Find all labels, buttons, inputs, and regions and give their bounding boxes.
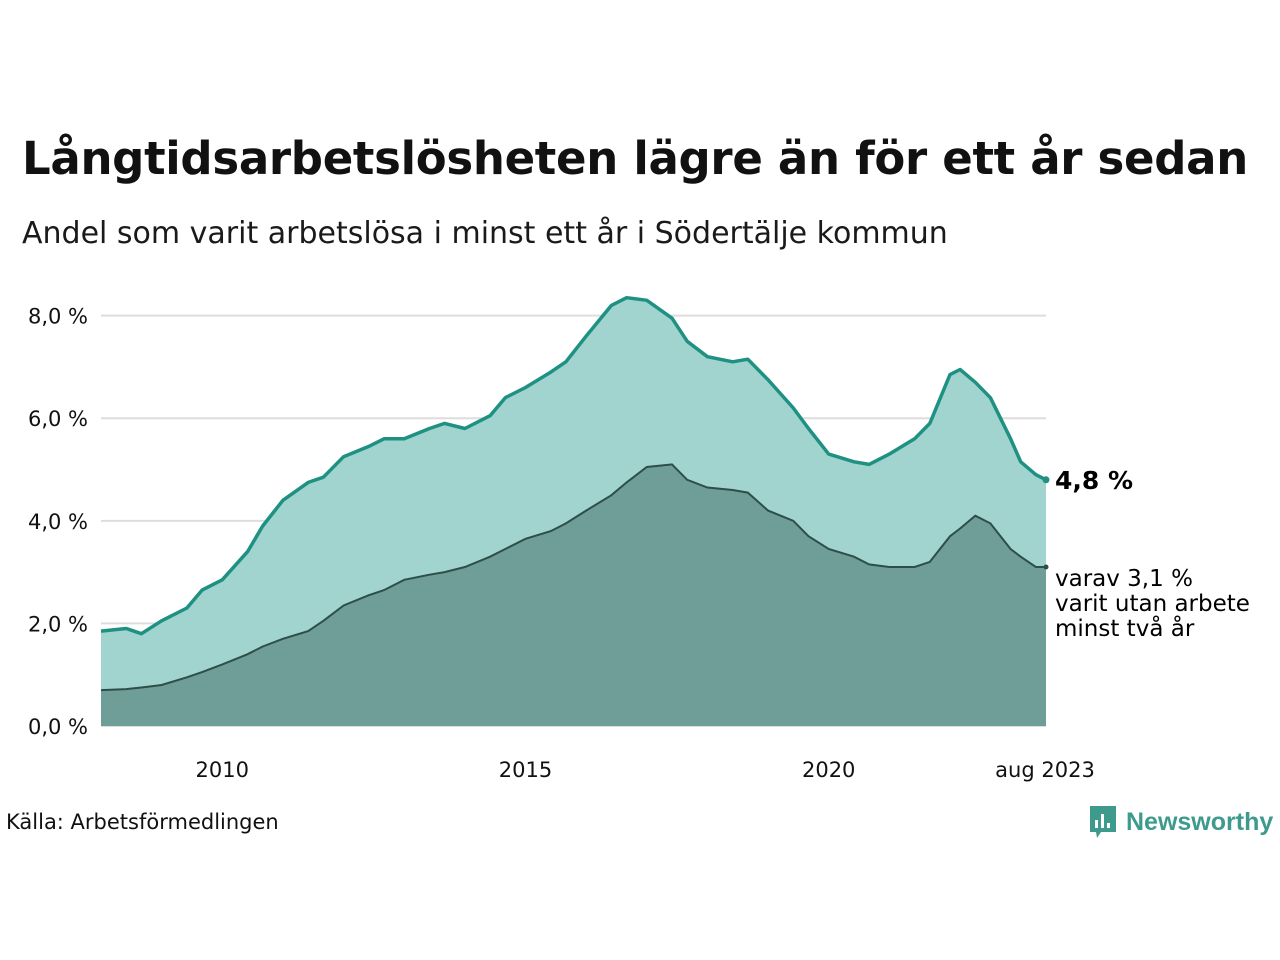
lower-end-label-0: varav 3,1 %	[1055, 566, 1193, 592]
y-axis-ticks: 0,0 % 2,0 % 4,0 % 6,0 % 8,0 %	[28, 305, 88, 739]
area-chart: 0,0 % 2,0 % 4,0 % 6,0 % 8,0 % 2010 2015 2020 au…	[28, 295, 1250, 782]
x-tick-label-1: 2015	[499, 758, 552, 782]
lower-series-line	[100, 463, 1046, 692]
y-tick-label-0: 0,0 %	[28, 715, 88, 739]
x-tick-label-0: 2010	[196, 758, 249, 782]
upper-series-line	[100, 295, 1047, 636]
y-tick-label-1: 2,0 %	[28, 612, 88, 636]
brand-name: Newsworthy	[1126, 807, 1274, 836]
lower-series-end-point	[1043, 564, 1049, 570]
brand-logo: Newsworthy	[1088, 804, 1273, 840]
y-tick-label-3: 6,0 %	[28, 407, 88, 431]
newsworthy-icon	[1090, 806, 1116, 838]
x-tick-label-3: aug 2023	[995, 758, 1095, 782]
lower-end-label-2: minst två år	[1055, 614, 1195, 642]
y-tick-label-2: 4,0 %	[28, 510, 88, 534]
chart-subtitle: Andel som varit arbetslösa i minst ett å…	[22, 216, 948, 251]
chart-title: Långtidsarbetslösheten lägre än för ett …	[22, 132, 1248, 185]
lower-series-area	[101, 464, 1046, 726]
y-tick-label-4: 8,0 %	[28, 305, 88, 329]
source-note: Källa: Arbetsförmedlingen	[6, 810, 279, 834]
x-axis-ticks: 2010 2015 2020 aug 2023	[196, 758, 1095, 782]
upper-series-end-point	[1042, 476, 1050, 484]
x-tick-label-2: 2020	[802, 758, 855, 782]
lower-end-label-1: varit utan arbete	[1055, 591, 1250, 617]
chart-areas	[100, 295, 1050, 726]
upper-end-label: 4,8 %	[1055, 466, 1133, 495]
